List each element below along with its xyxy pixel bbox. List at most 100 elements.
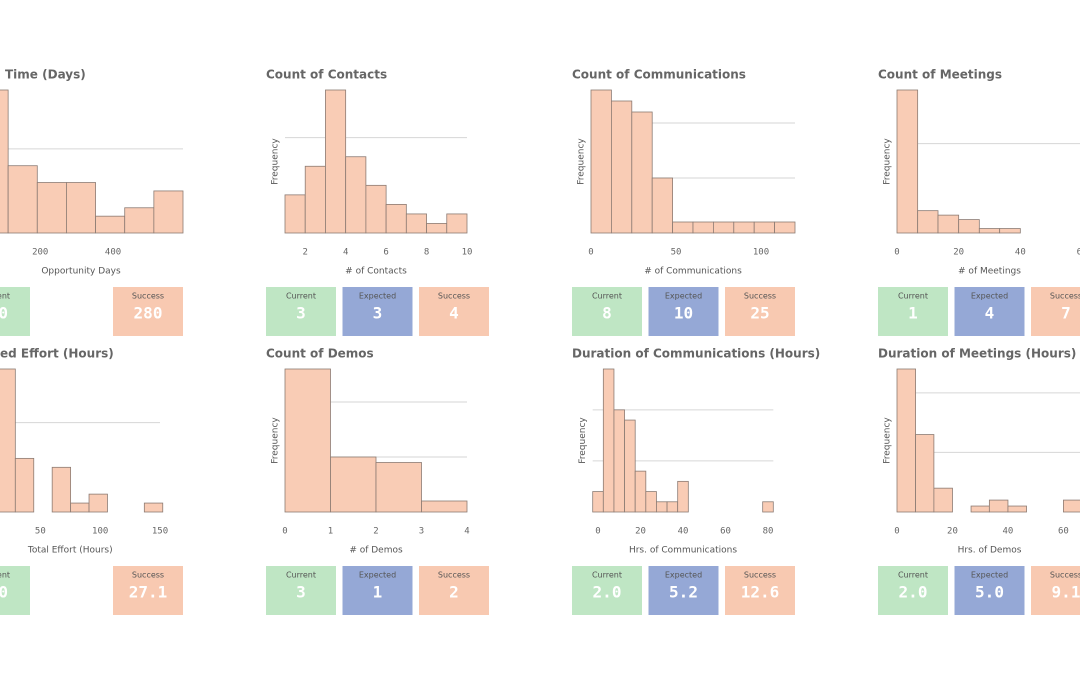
x-tick-label: 40 bbox=[1003, 527, 1014, 537]
histogram-bar bbox=[733, 221, 755, 234]
y-axis-label: Frequency bbox=[578, 417, 588, 464]
x-tick-label: 100 bbox=[92, 527, 108, 537]
histogram-bar bbox=[762, 501, 774, 513]
stat-value: 2.0 bbox=[899, 583, 928, 602]
stat-label: Success bbox=[1050, 292, 1080, 301]
histogram-bar bbox=[345, 156, 367, 234]
stat-box bbox=[266, 287, 336, 336]
stat-label: Current bbox=[0, 292, 10, 301]
histogram-bar bbox=[611, 100, 633, 234]
stat-label: Success bbox=[132, 292, 164, 301]
stat-value: 8 bbox=[602, 304, 612, 323]
x-tick-label: 60 bbox=[1058, 527, 1069, 537]
x-tick-label: 60 bbox=[720, 527, 731, 537]
histogram-bar bbox=[613, 409, 625, 513]
stat-label: Expected bbox=[971, 571, 1008, 580]
stat-label: Success bbox=[132, 571, 164, 580]
histogram-bar bbox=[36, 182, 67, 234]
histogram-bar bbox=[304, 165, 326, 234]
x-tick-label: 0 bbox=[894, 527, 899, 537]
stat-value: 2.0 bbox=[593, 583, 622, 602]
stat-label: Current bbox=[592, 292, 622, 301]
stat-value: 3 bbox=[296, 304, 306, 323]
stat-label: Success bbox=[744, 571, 776, 580]
stat-label: Expected bbox=[665, 571, 702, 580]
stat-value: 0 bbox=[0, 583, 8, 602]
x-tick-label: 80 bbox=[763, 527, 774, 537]
histogram-bar bbox=[446, 213, 468, 234]
histogram-bar bbox=[774, 221, 796, 234]
chart-title: Duration of Communications (Hours) bbox=[572, 347, 820, 361]
chart-title: Count of Meetings bbox=[878, 68, 1002, 82]
y-axis-label: Frequency bbox=[883, 417, 893, 464]
x-tick-label: 3 bbox=[419, 527, 424, 537]
chart-title: Count of Demos bbox=[266, 347, 374, 361]
stat-label: Current bbox=[592, 571, 622, 580]
histogram-bar bbox=[66, 182, 96, 234]
stat-box bbox=[113, 287, 183, 336]
y-axis-label: Frequency bbox=[883, 138, 893, 185]
stat-box bbox=[419, 566, 489, 615]
histogram-bar bbox=[933, 487, 953, 513]
stat-value: 4 bbox=[985, 304, 995, 323]
histogram-bar bbox=[631, 111, 653, 234]
stat-box bbox=[648, 566, 719, 615]
x-axis-label: # of Communications bbox=[644, 267, 742, 277]
histogram-bar bbox=[896, 89, 919, 234]
histogram-bar bbox=[153, 190, 184, 234]
histogram-bar bbox=[95, 215, 126, 234]
histogram-bar bbox=[917, 210, 939, 234]
histogram-bar bbox=[645, 491, 657, 513]
x-tick-label: 50 bbox=[35, 527, 46, 537]
stat-label: Current bbox=[286, 292, 316, 301]
stat-box bbox=[419, 287, 489, 336]
x-tick-label: 20 bbox=[635, 527, 646, 537]
stat-box bbox=[725, 566, 795, 615]
histogram-bar bbox=[624, 419, 636, 513]
stat-box bbox=[878, 566, 948, 615]
stat-label: Expected bbox=[359, 571, 396, 580]
chart-title: Count of Contacts bbox=[266, 68, 387, 82]
y-axis-label: Frequency bbox=[271, 417, 281, 464]
histogram-bar bbox=[651, 177, 674, 234]
histogram-bar bbox=[602, 368, 615, 513]
stat-box bbox=[342, 566, 413, 615]
histogram-bar bbox=[958, 219, 980, 234]
histogram-bar bbox=[421, 500, 468, 513]
chart-title: Count of Communications bbox=[572, 68, 746, 82]
stat-value: 1 bbox=[908, 304, 918, 323]
stat-value: 4 bbox=[449, 304, 459, 323]
x-axis-label: # of Contacts bbox=[345, 267, 407, 277]
histogram-bar bbox=[143, 502, 164, 513]
histogram-bar bbox=[88, 493, 108, 513]
x-tick-label: 4 bbox=[464, 527, 469, 537]
stat-value: 12.6 bbox=[741, 583, 780, 602]
x-tick-label: 2 bbox=[303, 248, 308, 258]
histogram-bar bbox=[937, 214, 960, 234]
x-axis-label: # of Demos bbox=[349, 546, 403, 556]
histogram-bar bbox=[0, 368, 16, 513]
stat-value: 1 bbox=[373, 583, 383, 602]
histogram-bar bbox=[284, 194, 306, 234]
histogram-bar bbox=[988, 499, 1009, 513]
x-tick-label: 20 bbox=[947, 527, 958, 537]
x-tick-label: 0 bbox=[894, 248, 899, 258]
stat-value: 25 bbox=[750, 304, 769, 323]
stat-box bbox=[954, 287, 1025, 336]
stat-value: 3 bbox=[296, 583, 306, 602]
stat-box bbox=[0, 287, 30, 336]
stat-box bbox=[878, 287, 948, 336]
stat-value: 9.1 bbox=[1052, 583, 1080, 602]
stat-value: 7 bbox=[1061, 304, 1071, 323]
stat-value: 5.0 bbox=[975, 583, 1004, 602]
histogram-bar bbox=[656, 501, 668, 513]
stat-label: Success bbox=[438, 571, 470, 580]
stat-box bbox=[648, 287, 719, 336]
y-axis-label: Frequency bbox=[271, 138, 281, 185]
histogram-bar bbox=[970, 505, 990, 513]
x-tick-label: 1 bbox=[328, 527, 333, 537]
x-tick-label: 40 bbox=[678, 527, 689, 537]
stat-box bbox=[266, 566, 336, 615]
x-tick-label: 0 bbox=[282, 527, 287, 537]
